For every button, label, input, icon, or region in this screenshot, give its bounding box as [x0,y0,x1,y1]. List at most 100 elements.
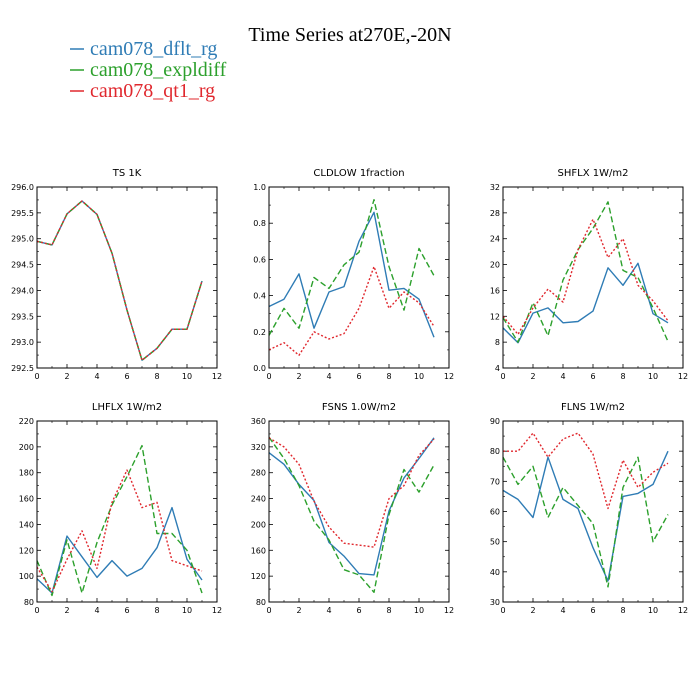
y-tick-label: 220 [19,417,34,426]
x-tick-label: 0 [500,372,505,381]
series-line [502,456,669,588]
plot-frame [268,420,450,603]
legend: cam078_dflt_rgcam078_expldiffcam078_qt1_… [70,38,227,102]
series-line [268,437,435,548]
y-tick-label: 200 [251,520,266,529]
x-tick-label: 10 [414,372,424,381]
x-tick-label: 2 [296,606,301,615]
y-tick-label: 295.0 [11,235,34,244]
series-line [36,506,203,594]
y-tick-label: 320 [251,443,266,452]
x-tick-label: 4 [94,606,99,615]
x-tick-label: 8 [386,606,391,615]
series-line [268,211,435,338]
x-tick-label: 6 [124,372,129,381]
series-line [268,198,435,336]
panel-title: FSNS 1.0W/m2 [322,402,396,413]
y-tick-label: 360 [251,417,266,426]
series-line [503,432,669,510]
y-tick-label: 70 [490,477,500,486]
chart-panel: TS 1K 292.5 293.0 293.5 294.0 294.5 295.0 295.5… [11,168,222,381]
y-tick-label: 240 [251,495,266,504]
series-line [502,262,669,344]
panel-title: TS 1K [112,168,142,179]
plot-frame [502,420,684,603]
legend-entry: cam078_expldiff [90,59,227,81]
y-tick-label: 0.2 [253,328,266,337]
panel-title: FLNS 1W/m2 [561,402,625,413]
y-tick-label: 293.5 [11,312,34,321]
x-tick-label: 8 [620,372,625,381]
series-line [36,200,203,361]
y-tick-label: 80 [24,598,34,607]
y-tick-label: 40 [490,568,500,577]
chart-panel: FSNS 1.0W/m2 80 120 160 200 240 280 320 360 0 2 4 6 8… [251,402,454,615]
x-tick-label: 6 [124,606,129,615]
panel-title: SHFLX 1W/m2 [558,168,629,179]
y-tick-label: 90 [490,417,500,426]
y-tick-label: 295.5 [11,209,34,218]
x-tick-label: 0 [34,606,39,615]
x-tick-label: 6 [356,606,361,615]
x-tick-label: 0 [266,372,271,381]
series-line [268,265,435,356]
legend-entry: cam078_qt1_rg [90,80,215,102]
x-tick-label: 10 [182,372,192,381]
x-tick-label: 12 [678,372,688,381]
x-tick-label: 0 [34,372,39,381]
x-tick-label: 8 [154,606,159,615]
series-line [36,444,203,597]
panel-title: CLDLOW 1fraction [313,168,404,179]
x-tick-label: 8 [620,606,625,615]
plot-frame [502,186,684,369]
x-tick-label: 10 [182,606,192,615]
panel-title: LHFLX 1W/m2 [92,402,162,413]
legend-entry: cam078_dflt_rg [90,38,217,60]
x-tick-label: 2 [296,372,301,381]
x-tick-label: 2 [530,372,535,381]
y-tick-label: 200 [19,443,34,452]
y-tick-label: 160 [19,495,34,504]
series-line [502,218,669,336]
y-tick-label: 293.0 [11,338,34,347]
x-tick-label: 4 [560,372,565,381]
x-tick-label: 0 [500,606,505,615]
y-tick-label: 50 [490,538,500,547]
x-tick-label: 10 [648,606,658,615]
y-tick-label: 16 [490,286,500,295]
y-tick-label: 280 [251,469,266,478]
y-tick-label: 100 [19,572,34,581]
x-tick-label: 6 [590,372,595,381]
y-tick-label: 8 [495,338,500,347]
y-tick-label: 296.0 [11,183,34,192]
x-tick-label: 6 [590,606,595,615]
plot-frame [36,420,218,603]
y-tick-label: 28 [490,209,500,218]
chart-panel: LHFLX 1W/m2 80 100 120 140 160 180 200 220 0 2 4 6 8 1… [19,402,222,615]
y-tick-label: 4 [495,364,500,373]
x-tick-label: 8 [154,372,159,381]
y-tick-label: 294.5 [11,261,34,270]
x-tick-label: 0 [266,606,271,615]
x-tick-label: 12 [212,606,222,615]
x-tick-label: 12 [212,372,222,381]
panels: TS 1K 292.5 293.0 293.5 294.0 294.5 295.0 295.5… [11,168,688,615]
chart-panel: CLDLOW 1fraction 0.0 0.2 0.4 0.6 0.8 1.0 0 2 4 6 8 1… [253,168,454,381]
series-line [502,201,669,343]
plot-frame [268,186,450,369]
y-tick-label: 80 [256,598,266,607]
page-title: Time Series at270E,-20N [248,24,451,46]
y-tick-label: 0.8 [253,219,266,228]
y-tick-label: 180 [19,469,34,478]
y-tick-label: 294.0 [11,286,34,295]
y-tick-label: 120 [251,572,266,581]
x-tick-label: 6 [356,372,361,381]
y-tick-label: 0.4 [253,292,266,301]
y-tick-label: 30 [490,598,500,607]
y-tick-label: 1.0 [253,183,266,192]
x-tick-label: 10 [414,606,424,615]
y-tick-label: 120 [19,546,34,555]
x-tick-label: 12 [444,372,454,381]
